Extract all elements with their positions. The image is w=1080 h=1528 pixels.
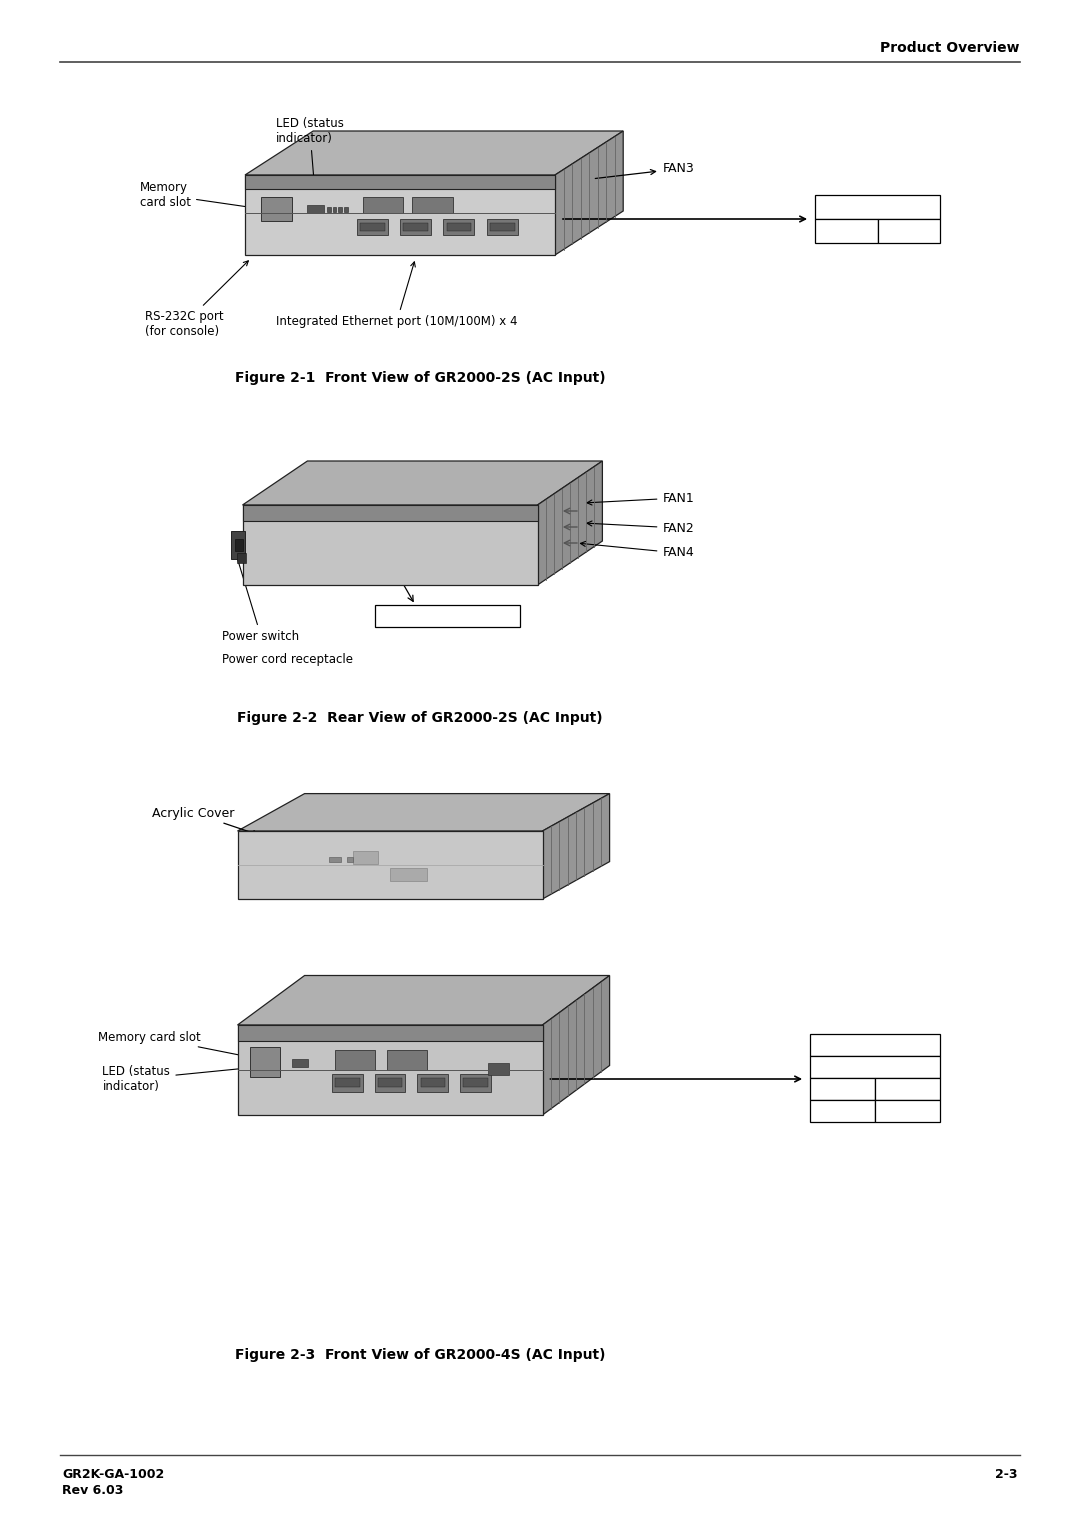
Bar <box>237 553 245 562</box>
Polygon shape <box>238 975 609 1025</box>
Bar <box>400 219 431 235</box>
Text: RM-IO: RM-IO <box>856 1039 894 1051</box>
Bar <box>249 1047 280 1077</box>
Bar <box>444 219 474 235</box>
Text: RP: RP <box>867 1060 883 1074</box>
Bar <box>810 1100 875 1122</box>
Polygon shape <box>538 461 603 585</box>
Bar <box>378 1079 402 1086</box>
Text: Rev 6.03: Rev 6.03 <box>62 1484 123 1497</box>
Bar <box>375 605 521 626</box>
Text: Power cord receptacle: Power cord receptacle <box>222 652 353 666</box>
Bar <box>460 1074 490 1091</box>
Bar <box>332 1074 363 1091</box>
Bar <box>810 1034 940 1056</box>
Polygon shape <box>555 131 623 255</box>
Bar <box>356 219 388 235</box>
Text: FAN3: FAN3 <box>595 162 694 179</box>
Text: Figure 2-3  Front View of GR2000-4S (AC Input): Figure 2-3 Front View of GR2000-4S (AC I… <box>234 1348 605 1361</box>
Bar <box>360 223 384 231</box>
Text: NIF1: NIF1 <box>828 1105 856 1117</box>
Bar <box>413 197 453 214</box>
Polygon shape <box>245 131 623 176</box>
Bar <box>420 1079 445 1086</box>
Polygon shape <box>542 793 609 898</box>
Text: Figure 2-1  Front View of GR2000-2S (AC Input): Figure 2-1 Front View of GR2000-2S (AC I… <box>234 371 605 385</box>
Text: GR2K-GA-1002: GR2K-GA-1002 <box>62 1468 164 1481</box>
Bar <box>487 219 517 235</box>
Text: LED (status
indicator): LED (status indicator) <box>103 1062 296 1093</box>
Bar <box>348 857 353 862</box>
Bar <box>390 868 427 880</box>
Polygon shape <box>238 1025 542 1041</box>
Bar <box>446 223 471 231</box>
Bar <box>875 1077 940 1100</box>
Text: NIF0: NIF0 <box>893 1105 921 1117</box>
Polygon shape <box>245 176 555 189</box>
Polygon shape <box>238 831 542 898</box>
Bar <box>363 197 403 214</box>
Polygon shape <box>238 1025 542 1115</box>
Text: Acrylic Cover: Acrylic Cover <box>152 807 258 836</box>
Bar <box>234 538 243 552</box>
Text: RMP: RMP <box>864 200 891 214</box>
Polygon shape <box>243 504 538 585</box>
Bar <box>230 530 244 559</box>
Text: NIF3: NIF3 <box>828 1082 856 1096</box>
Bar <box>418 1074 448 1091</box>
Text: NIF0: NIF0 <box>894 225 922 237</box>
Polygon shape <box>542 975 609 1115</box>
Bar <box>490 223 515 231</box>
Bar <box>815 219 877 243</box>
Bar <box>327 206 330 212</box>
Text: FAN1: FAN1 <box>586 492 694 506</box>
Bar <box>815 196 940 219</box>
Bar <box>877 219 940 243</box>
Text: 2-3: 2-3 <box>996 1468 1018 1481</box>
Text: Figure 2-2  Rear View of GR2000-2S (AC Input): Figure 2-2 Rear View of GR2000-2S (AC In… <box>238 711 603 724</box>
Text: RM-CPU with POW: RM-CPU with POW <box>394 610 501 622</box>
Bar <box>329 857 341 862</box>
Bar <box>875 1100 940 1122</box>
Bar <box>343 206 348 212</box>
Bar <box>810 1077 875 1100</box>
Text: RS-232C port (for console): RS-232C port (for console) <box>305 1028 490 1067</box>
Text: Memory
card slot: Memory card slot <box>140 180 272 212</box>
Text: Memory card slot: Memory card slot <box>97 1030 261 1060</box>
Text: Power switch: Power switch <box>222 553 299 643</box>
Bar <box>403 223 428 231</box>
Text: FAN4: FAN4 <box>580 541 694 559</box>
Polygon shape <box>245 176 555 255</box>
Bar <box>335 1079 360 1086</box>
Text: Product Overview: Product Overview <box>880 41 1020 55</box>
Bar <box>487 1063 509 1076</box>
Bar <box>375 1074 405 1091</box>
Bar <box>353 851 378 863</box>
Bar <box>463 1079 487 1086</box>
Bar <box>810 1056 940 1077</box>
Polygon shape <box>243 461 603 504</box>
Text: LED (status
indicator): LED (status indicator) <box>276 118 343 205</box>
Bar <box>307 205 324 214</box>
Bar <box>335 1050 375 1070</box>
Bar <box>243 504 538 521</box>
Text: Integrated Ethernet port (10M/100M) x 4: Integrated Ethernet port (10M/100M) x 4 <box>276 261 517 329</box>
Polygon shape <box>238 793 609 831</box>
Bar <box>260 197 292 220</box>
Text: NIF2: NIF2 <box>893 1082 921 1096</box>
Bar <box>333 206 337 212</box>
Text: RS-232C port
(for console): RS-232C port (for console) <box>145 261 248 338</box>
Bar <box>293 1059 308 1067</box>
Text: FAN2: FAN2 <box>586 521 694 535</box>
Text: NIF1: NIF1 <box>833 225 861 237</box>
Bar <box>338 206 342 212</box>
Bar <box>387 1050 427 1070</box>
